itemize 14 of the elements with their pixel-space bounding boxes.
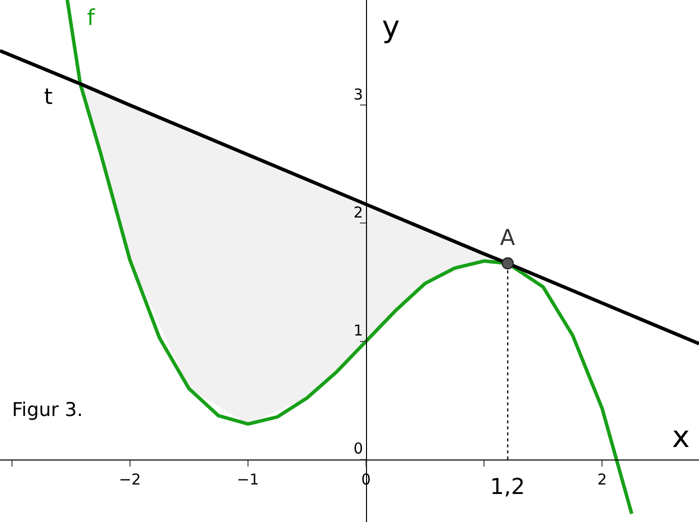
x-tick-label: −2 <box>118 470 141 488</box>
y-tick-label: 2 <box>353 203 364 222</box>
x-axis-title: x <box>672 420 690 455</box>
annotation: 1,2 <box>490 475 525 500</box>
y-tick-label: 1 <box>353 322 364 340</box>
y-axis-title: y <box>382 10 400 45</box>
x-tick-label: 2 <box>597 470 607 488</box>
y-tick-label: 0 <box>353 440 364 458</box>
annotation: A <box>500 226 516 251</box>
series-label: f <box>87 6 96 31</box>
x-tick-label: −1 <box>236 470 260 488</box>
annotation: Figur 3. <box>12 399 83 421</box>
series-label: t <box>44 85 53 110</box>
y-tick-label: 3 <box>353 85 364 104</box>
